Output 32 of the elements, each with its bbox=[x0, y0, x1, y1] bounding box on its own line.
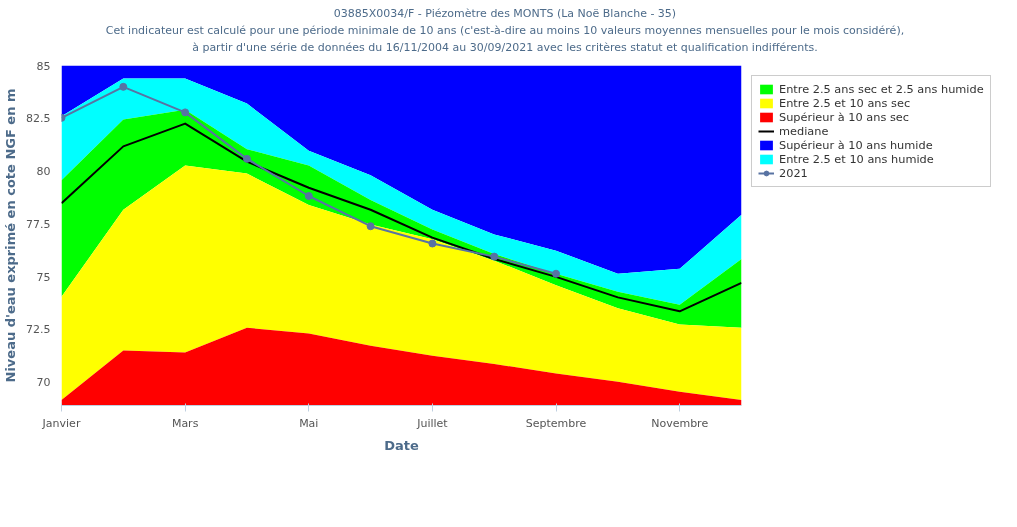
chart-subtitle: Cet indicateur est calculé pour une période minimale de 10 ans (c'est-à-dire au moins 10 valeurs moyennes mensuelles pour le mois considéré), à partir d'une série de données du 16/11/2004 au 30/09/2021 avec les critères statut et qualification indifférents. bbox=[105, 24, 905, 54]
chart-title: 03885X0034/F - Piézomètre des MONTS (La Noë Blanche - 35) bbox=[333, 7, 677, 20]
legend-label: Supérieur à 10 ans humide bbox=[779, 138, 933, 152]
x-tick-label: Mars bbox=[171, 416, 199, 430]
y-tick-label: 85 bbox=[36, 59, 51, 73]
legend-label: 2021 bbox=[779, 166, 808, 180]
x-tick-label: Septembre bbox=[525, 416, 587, 430]
legend-label: Entre 2.5 ans sec et 2.5 ans humide bbox=[779, 82, 984, 96]
point bbox=[428, 239, 437, 248]
legend-label: Supérieur à 10 ans sec bbox=[779, 110, 910, 124]
x-axis-title: Date bbox=[384, 437, 419, 453]
y-tick-label: 72.5 bbox=[26, 323, 51, 337]
y-axis-title: Niveau d'eau exprimé en cote NGF en m bbox=[3, 88, 19, 383]
x-tick-label: Mai bbox=[299, 416, 319, 430]
y-tick-label: 77.5 bbox=[26, 217, 51, 231]
point bbox=[366, 222, 375, 231]
y-tick-label: 70 bbox=[36, 376, 51, 390]
legend-label: Entre 2.5 et 10 ans humide bbox=[779, 152, 934, 166]
point bbox=[490, 252, 499, 261]
point bbox=[119, 82, 128, 91]
point bbox=[304, 192, 313, 200]
y-tick-label: 80 bbox=[36, 165, 51, 179]
point bbox=[181, 108, 190, 117]
point bbox=[552, 269, 561, 278]
legend-label: mediane bbox=[779, 124, 829, 138]
legend-label: Entre 2.5 et 10 ans sec bbox=[779, 96, 911, 110]
x-tick-label: Juillet bbox=[416, 416, 449, 430]
y-tick-label: 82.5 bbox=[26, 112, 51, 126]
y-tick-label: 75 bbox=[36, 270, 51, 284]
point bbox=[242, 154, 251, 163]
x-tick-label: Novembre bbox=[651, 416, 709, 430]
x-tick-label: Janvier bbox=[41, 416, 81, 430]
